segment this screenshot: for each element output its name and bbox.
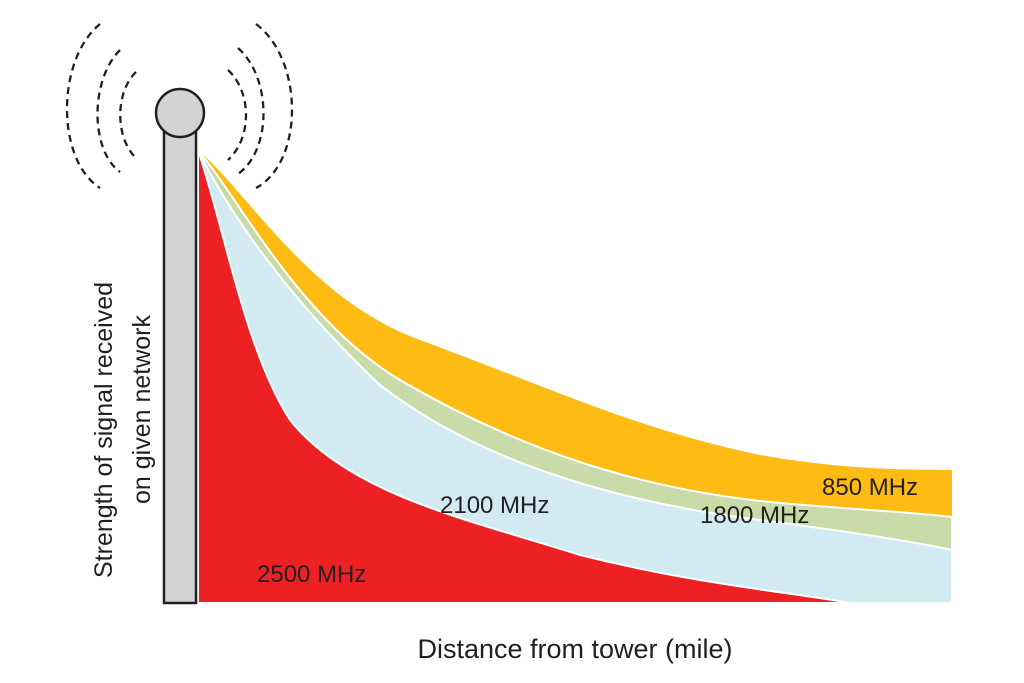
wave-left-inner-icon [119, 71, 137, 159]
wave-left-outer-icon [65, 23, 101, 189]
label-2100mhz: 2100 MHz [440, 492, 549, 519]
radio-waves-icon [65, 23, 293, 190]
y-axis-label-line2: on given network [128, 314, 156, 504]
wave-right-inner-icon [227, 69, 248, 161]
label-850mhz: 850 MHz [822, 474, 918, 501]
tower-mast [162, 126, 198, 605]
tower-antenna-ball [154, 87, 206, 139]
band-2500mhz [197, 149, 851, 604]
wave-right-outer-icon [255, 23, 293, 190]
wave-left-middle-icon [96, 49, 121, 173]
label-1800mhz: 1800 MHz [700, 502, 809, 529]
wave-right-middle-icon [237, 47, 265, 175]
y-axis-label: Strength of signal received on given net… [90, 282, 156, 578]
y-axis-label-line1: Strength of signal received [90, 282, 118, 578]
x-axis-label: Distance from tower (mile) [417, 634, 732, 664]
label-2500mhz: 2500 MHz [257, 561, 366, 588]
